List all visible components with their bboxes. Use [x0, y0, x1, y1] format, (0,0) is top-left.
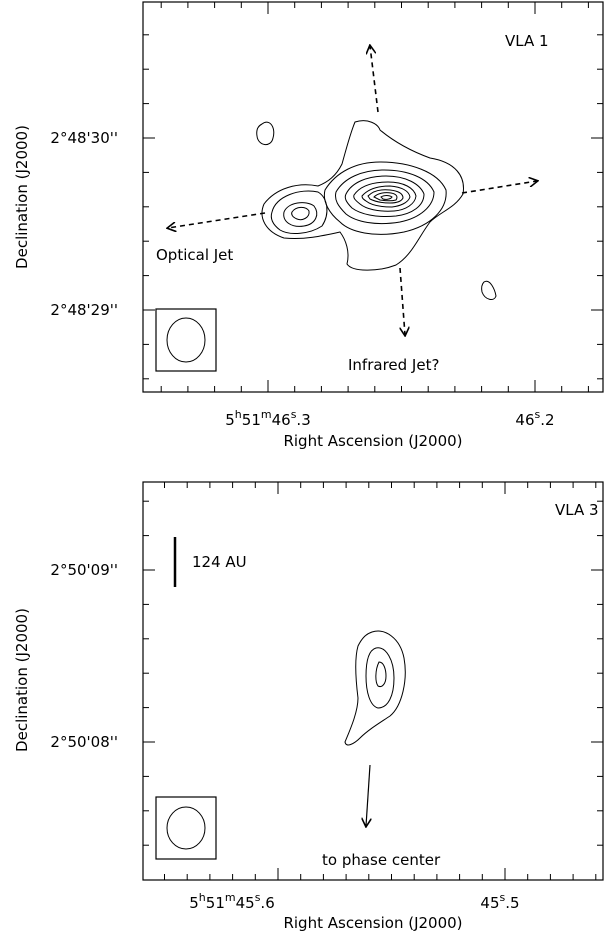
label-part: 5: [189, 894, 199, 912]
beam: [166, 317, 206, 363]
y-axis-label: Declination (J2000): [13, 125, 31, 269]
label-part: 46: [272, 411, 291, 429]
scale-bar-label: 124 AU: [192, 553, 247, 571]
label-part: .6: [260, 894, 274, 912]
panel-vla1: VLA 1 2°48'30'' 2°48'29'' Declination (J…: [13, 1, 604, 450]
label-part: .3: [296, 411, 310, 429]
y-tick-label: 2°48'29'': [50, 301, 118, 319]
y-tick-label: 2°50'08'': [50, 733, 118, 751]
x-tick-label: 45s.5: [480, 891, 519, 912]
jet-arrow: [370, 46, 379, 113]
y-tick-label: 2°50'09'': [50, 561, 118, 579]
label-part: 51: [242, 411, 261, 429]
label-part: 5: [225, 411, 235, 429]
annotation: to phase center: [322, 851, 441, 869]
jet-arrow: [168, 212, 266, 228]
jet-arrow: [399, 267, 405, 335]
label-part: .2: [540, 411, 554, 429]
frame: [142, 481, 604, 881]
beam-box: [155, 308, 217, 372]
contours: [256, 120, 497, 300]
x-tick-label: 5h51m46s.3: [225, 408, 310, 429]
frame: [142, 1, 604, 393]
y-tick-label: 2°48'30'': [50, 129, 118, 147]
label-part: s: [255, 891, 261, 904]
label-part: 45: [480, 894, 499, 912]
contours: [344, 630, 406, 746]
annotation: Optical Jet: [156, 246, 233, 264]
arrow: [366, 764, 370, 826]
label-part: s: [535, 408, 541, 421]
label-part: 46: [515, 411, 534, 429]
label-part: s: [291, 408, 297, 421]
label-part: 51: [206, 894, 225, 912]
x-axis-label: Right Ascension (J2000): [283, 914, 462, 932]
label-part: 45: [236, 894, 255, 912]
beam: [166, 806, 206, 850]
label-part: s: [500, 891, 506, 904]
annotation: Infrared Jet?: [348, 356, 439, 374]
label-part: .5: [505, 894, 519, 912]
label-part: h: [199, 891, 206, 904]
x-tick-label: 5h51m45s.6: [189, 891, 274, 912]
label-part: h: [235, 408, 242, 421]
label-part: m: [261, 408, 272, 421]
jet-arrow: [461, 181, 537, 194]
label-part: m: [225, 891, 236, 904]
x-tick-label: 46s.2: [515, 408, 554, 429]
beam-box: [155, 796, 217, 860]
x-axis-label: Right Ascension (J2000): [283, 432, 462, 450]
panel-vla3: VLA 3 124 AU 2°50'09'' 2°50'08'' Declina…: [13, 481, 604, 932]
y-axis-label: Declination (J2000): [13, 608, 31, 752]
panel-label: VLA 3: [555, 501, 599, 519]
panel-label: VLA 1: [505, 32, 549, 50]
